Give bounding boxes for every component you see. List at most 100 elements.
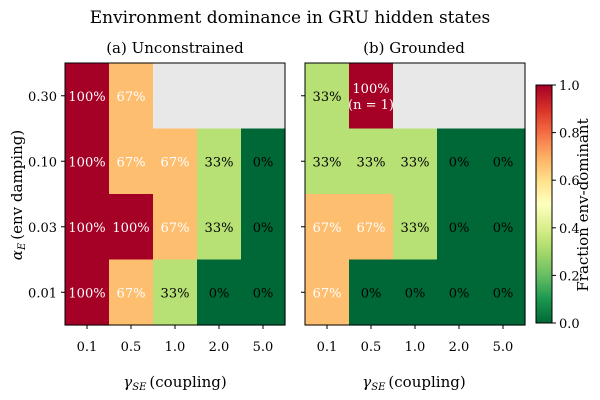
heatmap-cell [349, 259, 394, 326]
heatmap-cell [65, 259, 110, 326]
heatmap-cell [393, 128, 438, 195]
cell-label: 33% [205, 221, 234, 236]
colorbar-tick-label: 0.0 [559, 317, 580, 332]
heatmap-cell [437, 63, 482, 130]
x-tick-label: 1.0 [405, 340, 426, 355]
cell-label: 67% [117, 286, 146, 301]
heatmap-cell [65, 128, 110, 195]
heatmap-cell [305, 63, 350, 130]
colorbar-tick-label: 0.4 [559, 222, 580, 237]
cell-label: 33% [401, 221, 430, 236]
x-tick-label: 2.0 [209, 340, 230, 355]
x-axis-panel-b: 0.1 0.5 1.0 2.0 5.0 [317, 325, 514, 355]
cell-label: 100% [112, 221, 149, 236]
cell-label: 67% [313, 221, 342, 236]
colorbar-tick-label: 0.8 [559, 127, 580, 142]
panel-a-title: (a) Unconstrained [106, 39, 244, 57]
heatmap-cell [305, 194, 350, 261]
y-axis-label: αE (env damping) [8, 130, 28, 260]
chart-title: Environment dominance in GRU hidden stat… [90, 8, 491, 28]
cell-label: 33% [161, 286, 190, 301]
cell-label: (n = 1) [348, 98, 394, 113]
cell-label: 67% [161, 155, 190, 170]
x-axis-label-sub: SE [132, 382, 147, 393]
colorbar-tick-label: 0.2 [559, 269, 580, 284]
heatmap-cell [241, 128, 286, 195]
heatmap-cell [197, 63, 242, 130]
heatmap-cell [197, 194, 242, 261]
x-tick-label: 2.0 [449, 340, 470, 355]
y-tick-label: 0.30 [28, 90, 57, 105]
cell-label: 100% [68, 221, 105, 236]
cell-label: 0% [493, 286, 514, 301]
x-axis-label-sub: SE [371, 382, 386, 393]
x-tick-label: 5.0 [493, 340, 514, 355]
heatmap-cell [109, 63, 154, 130]
cell-label: 0% [253, 155, 274, 170]
y-tick-label: 0.03 [28, 221, 57, 236]
heatmap-cell [305, 259, 350, 326]
heatmap-cell [109, 194, 154, 261]
cell-label: 0% [405, 286, 426, 301]
x-axis-label-text: (coupling) [149, 373, 226, 391]
y-axis: 0.30 0.10 0.03 0.01 [28, 90, 305, 301]
heatmap-cell [393, 63, 438, 130]
colorbar: 0.0 0.2 0.4 0.6 0.8 1.0 [535, 79, 580, 332]
colorbar-label: Fraction env-dominant [574, 118, 592, 291]
heatmap-cell [153, 194, 198, 261]
heatmap-cell [481, 259, 526, 326]
heatmap-cell [305, 128, 350, 195]
heatmap-cell [393, 194, 438, 261]
cell-label: 0% [493, 155, 514, 170]
heatmap-cell [241, 259, 286, 326]
cell-label: 67% [357, 221, 386, 236]
cell-label: 0% [361, 286, 382, 301]
heatmap-cell [437, 259, 482, 326]
heatmap-cell [153, 128, 198, 195]
heatmap-cell [109, 259, 154, 326]
y-axis-label-symbol: α [8, 250, 26, 260]
cell-label: 100% [68, 155, 105, 170]
heatmap-cell [241, 194, 286, 261]
x-tick-label: 1.0 [165, 340, 186, 355]
heatmap-cell [437, 194, 482, 261]
cell-label: 33% [357, 155, 386, 170]
heatmap-cell [481, 63, 526, 130]
y-tick-label: 0.10 [28, 155, 57, 170]
heatmap-cell [349, 63, 394, 130]
cell-label: 33% [313, 155, 342, 170]
heatmap-cell [153, 259, 198, 326]
panel-b-heatmap: 33% 100%(n = 1) 33% 33% 33% 0% 0% 67% 67% 33% 0% 0%… [304, 62, 526, 326]
cell-label: 0% [253, 221, 274, 236]
heatmap-cell [65, 63, 110, 130]
cell-label: 100% [68, 286, 105, 301]
cell-label: 0% [209, 286, 230, 301]
colorbar-tick-label: 0.6 [559, 174, 580, 189]
cell-label: 100% [352, 82, 389, 97]
x-axis-panel-a: 0.1 0.5 1.0 2.0 5.0 [77, 325, 273, 355]
colorbar-gradient [535, 84, 553, 324]
x-tick-label: 0.1 [77, 340, 98, 355]
cell-label: 33% [205, 155, 234, 170]
x-axis-label-text: (coupling) [388, 373, 465, 391]
cell-label: 0% [449, 155, 470, 170]
cell-label: 67% [117, 90, 146, 105]
cell-label: 33% [401, 155, 430, 170]
cell-label: 0% [253, 286, 274, 301]
cell-label: 100% [68, 90, 105, 105]
x-axis-label-symbol: γ [362, 373, 371, 391]
heatmap-cell [349, 194, 394, 261]
heatmap-cell [241, 63, 286, 130]
heatmap-cell [109, 128, 154, 195]
x-tick-label: 0.5 [361, 340, 382, 355]
cell-label: 67% [313, 286, 342, 301]
x-axis-label-panel-b: γSE (coupling) [362, 373, 465, 393]
heatmap-cell [65, 194, 110, 261]
panel-b-title: (b) Grounded [363, 39, 465, 57]
heatmap-cell [349, 128, 394, 195]
heatmap-cell [437, 128, 482, 195]
cell-label: 67% [117, 155, 146, 170]
cell-label: 0% [493, 221, 514, 236]
heatmap-cell [393, 259, 438, 326]
